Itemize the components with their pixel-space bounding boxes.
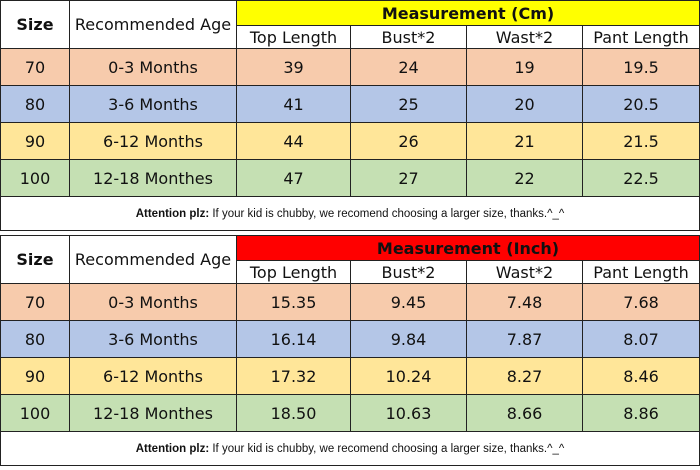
age-cell: 3-6 Months [69, 85, 237, 123]
pant-length-cell: 20.5 [581, 85, 700, 123]
table-row: 90 6-12 Months 17.32 10.24 8.27 8.46 [0, 357, 700, 395]
attention-note: Attention plz: If your kid is chubby, we… [0, 196, 700, 231]
age-header: Recommended Age [69, 235, 237, 284]
top-length-cell: 17.32 [236, 357, 351, 395]
table-row: 80 3-6 Months 41 25 20 20.5 [0, 85, 700, 123]
age-cell: 12-18 Monthes [69, 394, 237, 432]
bust-cell: 9.84 [350, 320, 467, 358]
header-row: Size Recommended Age Measurement (Inch) [0, 235, 700, 284]
size-cell: 80 [0, 320, 70, 358]
top-length-cell: 44 [236, 122, 351, 160]
table-row: 100 12-18 Monthes 18.50 10.63 8.66 8.86 [0, 394, 700, 432]
top-length-cell: 41 [236, 85, 351, 123]
wast-cell: 21 [466, 122, 583, 160]
wast-cell: 8.27 [466, 357, 583, 395]
bust-header: Bust*2 [350, 260, 467, 284]
table-row: 90 6-12 Months 44 26 21 21.5 [0, 122, 700, 160]
size-cell: 70 [0, 48, 70, 86]
pant-length-cell: 22.5 [581, 159, 700, 197]
pant-length-cell: 7.68 [581, 283, 700, 321]
size-table-inch: Size Recommended Age Measurement (Inch) … [0, 235, 700, 466]
bust-cell: 10.24 [350, 357, 467, 395]
wast-header: Wast*2 [466, 260, 583, 284]
bust-header: Bust*2 [350, 25, 467, 49]
bust-cell: 9.45 [350, 283, 467, 321]
age-cell: 12-18 Monthes [69, 159, 237, 197]
pant-length-header: Pant Length [581, 25, 700, 49]
wast-cell: 8.66 [466, 394, 583, 432]
top-length-cell: 39 [236, 48, 351, 86]
top-length-cell: 16.14 [236, 320, 351, 358]
age-cell: 0-3 Months [69, 283, 237, 321]
size-cell: 100 [0, 159, 70, 197]
bust-cell: 27 [350, 159, 467, 197]
age-cell: 6-12 Months [69, 357, 237, 395]
table-row: 70 0-3 Months 15.35 9.45 7.48 7.68 [0, 283, 700, 321]
attention-text: If your kid is chubby, we recomend choos… [209, 442, 565, 455]
bust-cell: 10.63 [350, 394, 467, 432]
wast-cell: 22 [466, 159, 583, 197]
wast-cell: 19 [466, 48, 583, 86]
header-row: Size Recommended Age Measurement (Cm) [0, 0, 700, 49]
top-length-cell: 15.35 [236, 283, 351, 321]
top-length-cell: 47 [236, 159, 351, 197]
pant-length-cell: 8.46 [581, 357, 700, 395]
table-row: 70 0-3 Months 39 24 19 19.5 [0, 48, 700, 86]
table-row: 100 12-18 Monthes 47 27 22 22.5 [0, 159, 700, 197]
note-row: Attention plz: If your kid is chubby, we… [0, 196, 700, 231]
wast-cell: 7.87 [466, 320, 583, 358]
measurement-header: Measurement (Inch) [235, 235, 700, 261]
pant-length-cell: 8.86 [581, 394, 700, 432]
bust-cell: 25 [350, 85, 467, 123]
measurement-header: Measurement (Cm) [235, 0, 700, 26]
age-cell: 6-12 Months [69, 122, 237, 160]
attention-note: Attention plz: If your kid is chubby, we… [0, 431, 700, 466]
size-cell: 90 [0, 357, 70, 395]
bust-cell: 26 [350, 122, 467, 160]
wast-cell: 20 [466, 85, 583, 123]
top-length-header: Top Length [236, 260, 351, 284]
top-length-header: Top Length [236, 25, 351, 49]
attention-label: Attention plz: [135, 442, 210, 455]
age-cell: 0-3 Months [69, 48, 237, 86]
wast-header: Wast*2 [466, 25, 583, 49]
size-header: Size [0, 0, 70, 49]
size-header: Size [0, 235, 70, 284]
wast-cell: 7.48 [466, 283, 583, 321]
size-cell: 80 [0, 85, 70, 123]
age-header: Recommended Age [69, 0, 237, 49]
attention-text: If your kid is chubby, we recomend choos… [209, 207, 565, 220]
table-row: 80 3-6 Months 16.14 9.84 7.87 8.07 [0, 320, 700, 358]
pant-length-cell: 19.5 [581, 48, 700, 86]
size-cell: 100 [0, 394, 70, 432]
size-cell: 90 [0, 122, 70, 160]
top-length-cell: 18.50 [236, 394, 351, 432]
pant-length-cell: 8.07 [581, 320, 700, 358]
size-cell: 70 [0, 283, 70, 321]
subheader-row: Top Length Bust*2 Wast*2 Pant Length [1, 25, 700, 49]
attention-label: Attention plz: [135, 207, 210, 220]
note-row: Attention plz: If your kid is chubby, we… [0, 431, 700, 466]
size-table-cm: Size Recommended Age Measurement (Cm) To… [0, 0, 700, 231]
pant-length-cell: 21.5 [581, 122, 700, 160]
age-cell: 3-6 Months [69, 320, 237, 358]
pant-length-header: Pant Length [581, 260, 700, 284]
bust-cell: 24 [350, 48, 467, 86]
